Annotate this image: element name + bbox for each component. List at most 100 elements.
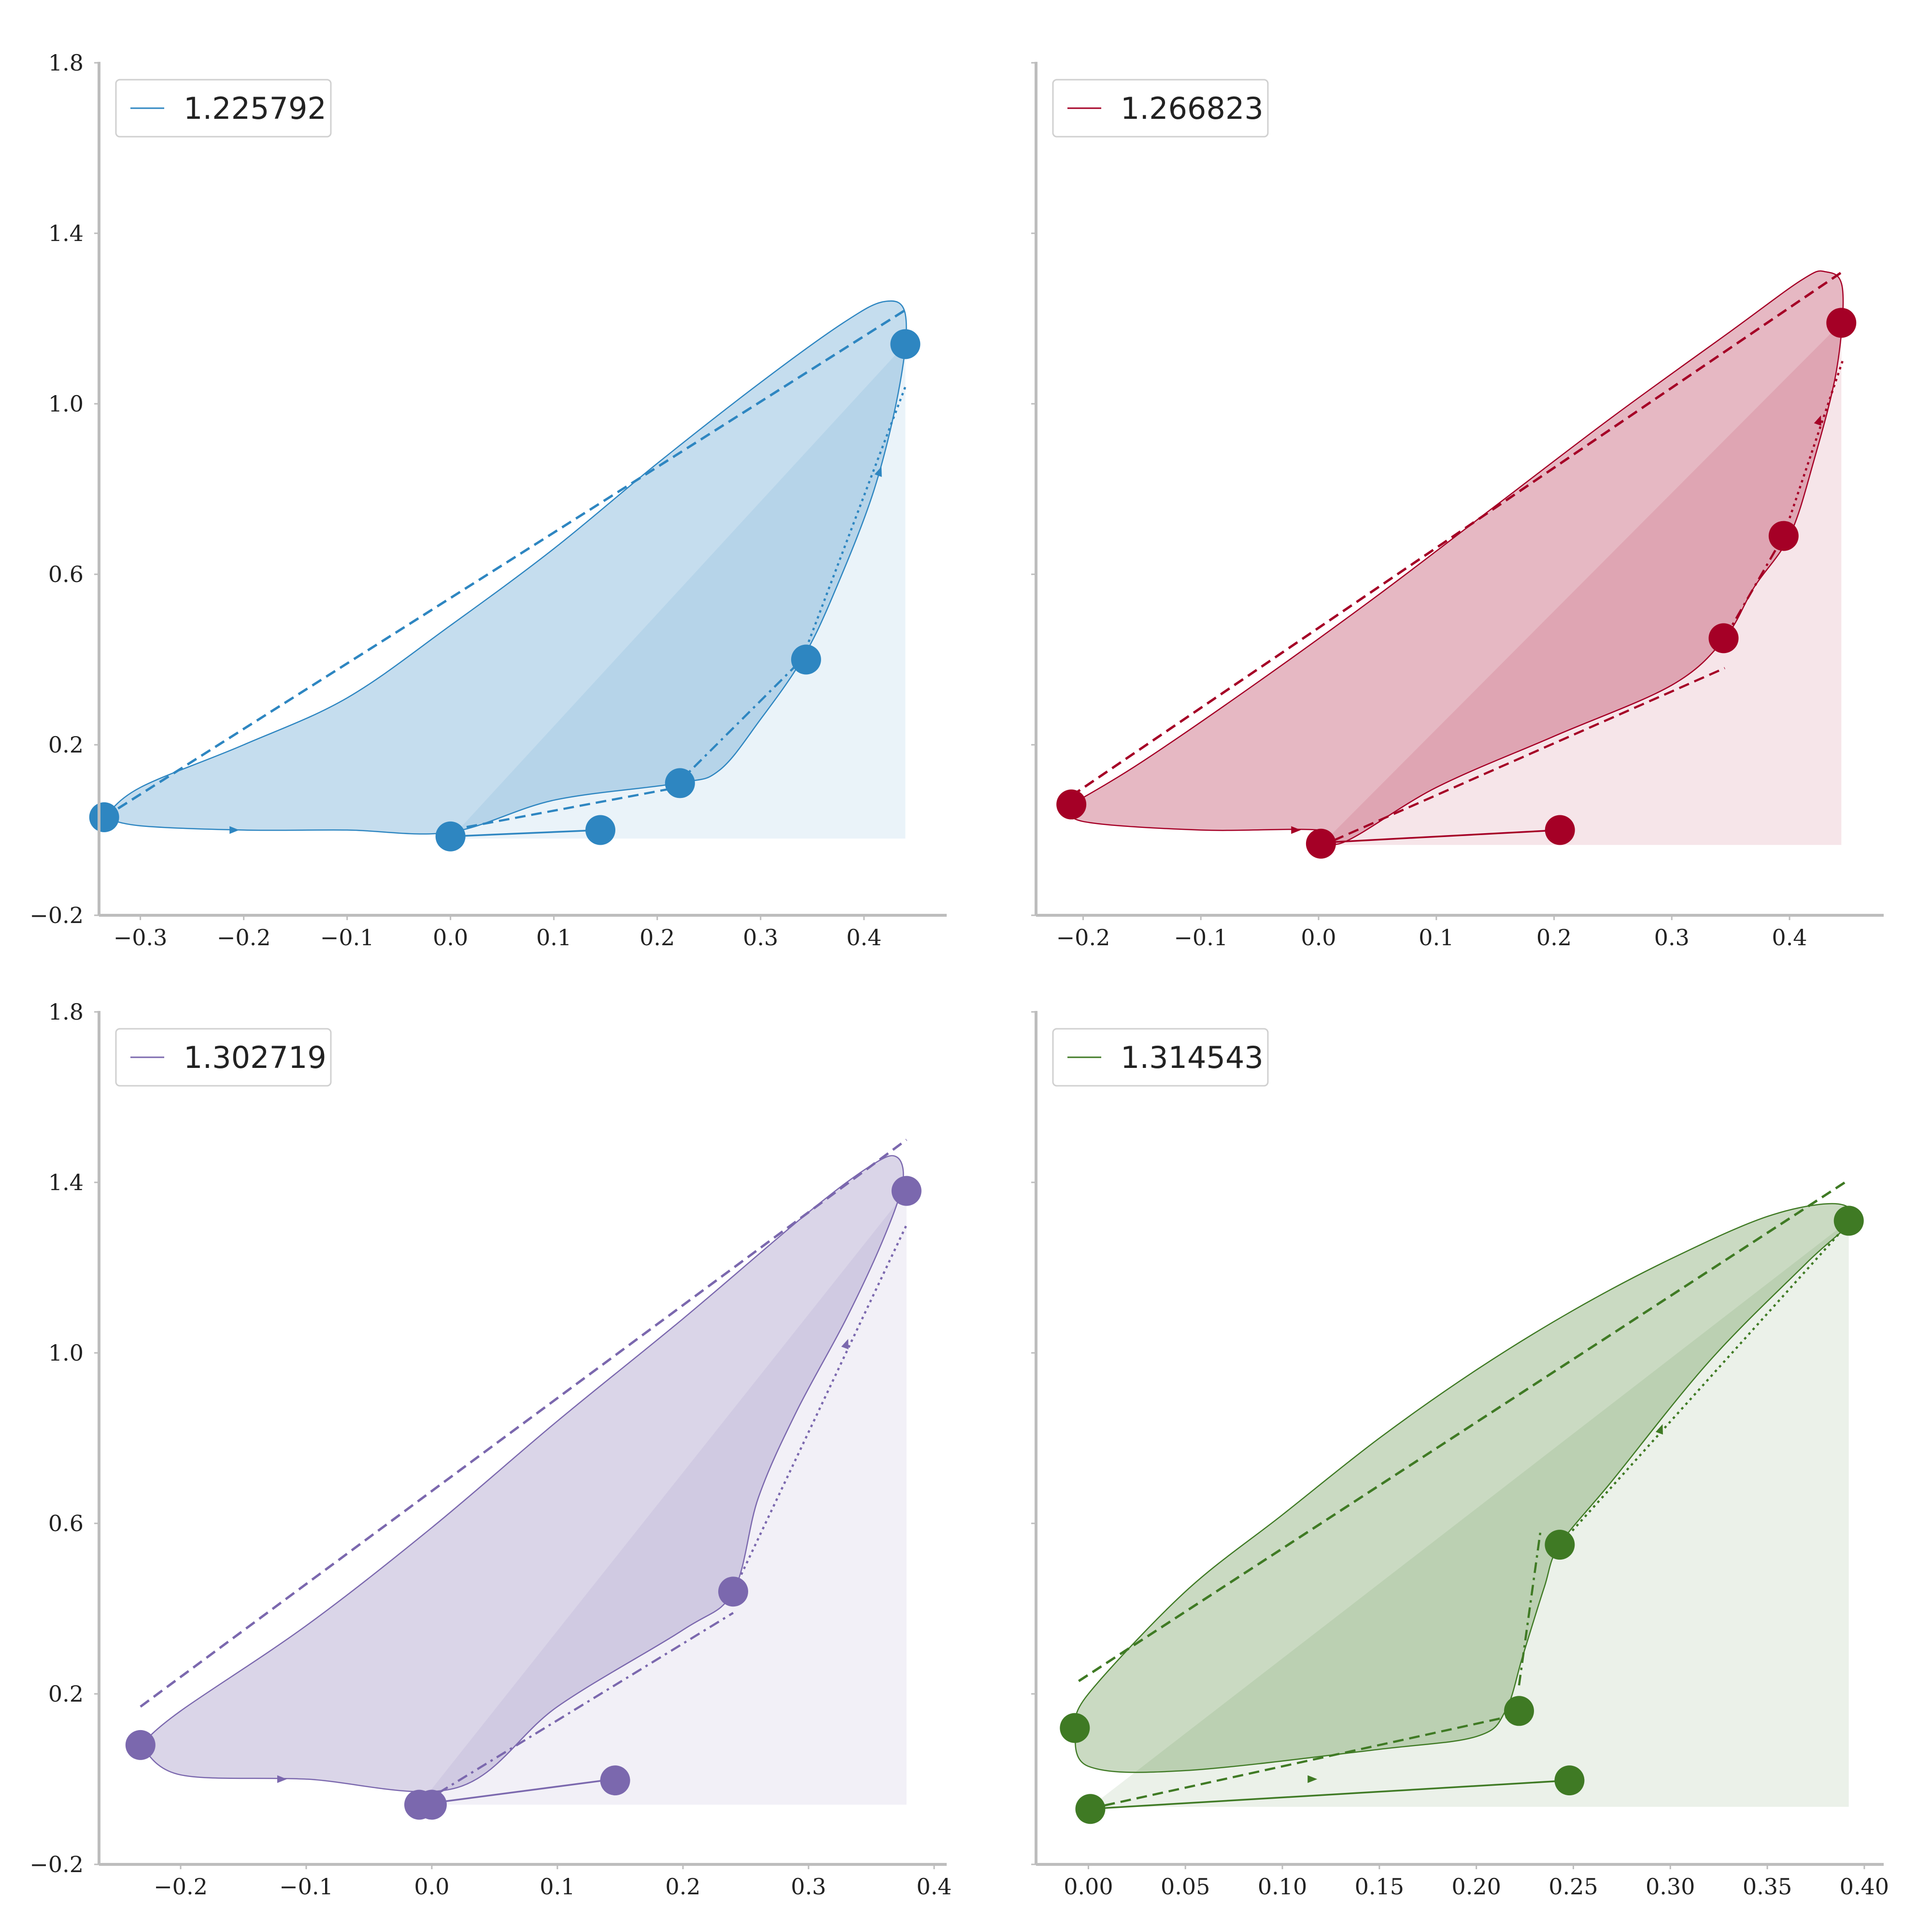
y-tick-label: 0.6 <box>48 561 84 587</box>
data-point <box>665 768 695 798</box>
x-tick-label: 0.15 <box>1355 1874 1404 1900</box>
x-tick-label: −0.2 <box>1056 924 1110 951</box>
direction-arrow <box>229 826 240 834</box>
x-tick-label: 0.3 <box>1654 924 1690 951</box>
light-fill-region <box>1090 1221 1849 1807</box>
dashed-reference-line <box>1070 270 1844 797</box>
x-tick-label: 0.35 <box>1743 1874 1792 1900</box>
x-tick-label: 0.10 <box>1258 1874 1307 1900</box>
y-tick-label: −0.2 <box>29 1851 84 1877</box>
segment-line-dashdot <box>1518 1532 1542 1686</box>
cycle-fill-area <box>1074 1203 1853 1773</box>
x-tick-label: 0.1 <box>536 924 571 951</box>
data-point <box>1056 789 1087 820</box>
legend-box <box>1052 79 1269 138</box>
segment-line-dashdot <box>677 658 803 784</box>
direction-arrow <box>1814 415 1821 426</box>
x-tick-label: −0.1 <box>279 1874 333 1900</box>
dashed-reference-line <box>140 1138 908 1708</box>
direction-arrow <box>277 1775 287 1783</box>
segment-line-dashed <box>450 786 678 831</box>
subplot-2: −0.2 −0.1 0.0 0.1 0.2 0.3 0.4 1.266823 <box>1031 62 1884 951</box>
data-point <box>1826 308 1857 338</box>
data-point <box>1075 1794 1106 1824</box>
x-tick-label: 0.00 <box>1064 1874 1113 1900</box>
y-tick-label: 1.8 <box>48 50 84 76</box>
x-tick-label: 0.3 <box>791 1874 826 1900</box>
x-tick-label: 0.05 <box>1161 1874 1210 1900</box>
direction-arrow <box>874 466 882 477</box>
x-tick-label: 0.25 <box>1548 1874 1598 1900</box>
light-fill-region <box>1321 323 1842 845</box>
data-point <box>1306 828 1336 859</box>
legend-box <box>1052 1028 1269 1087</box>
legend-label: 1.266823 <box>1121 91 1264 126</box>
legend-label: 1.314543 <box>1121 1040 1264 1075</box>
data-point <box>89 802 119 833</box>
dashed-reference-line <box>103 309 906 819</box>
direction-arrow <box>1291 826 1301 834</box>
data-point <box>1554 1765 1585 1796</box>
data-point <box>1768 521 1799 551</box>
subplot-4: 0.00 0.05 0.10 0.15 0.20 0.25 0.30 0.35 0.40 1.31… <box>1031 1011 1889 1900</box>
segment-line-dashdot <box>1723 535 1785 639</box>
legend-label: 1.225792 <box>184 91 327 126</box>
y-tick-label: 0.2 <box>48 732 84 758</box>
direction-arrow <box>1655 1424 1663 1435</box>
direction-arrow <box>841 1339 849 1350</box>
x-tick-label: 0.1 <box>540 1874 575 1900</box>
x-tick-label: 0.2 <box>665 1874 700 1900</box>
data-point <box>791 644 821 675</box>
data-point <box>435 821 466 852</box>
y-tick-label: −0.2 <box>29 902 84 928</box>
cycle-fill-area <box>139 1155 904 1792</box>
x-tick-label: 0.4 <box>916 1874 952 1900</box>
data-point <box>1545 1530 1575 1560</box>
x-tick-label: 0.2 <box>1536 924 1572 951</box>
data-point <box>1060 1713 1090 1743</box>
x-tick-label: 0.0 <box>433 924 468 951</box>
data-point <box>1545 815 1575 845</box>
segment-line-dotted <box>732 1224 908 1592</box>
direction-arrow <box>1307 1775 1318 1783</box>
segment-line-solid <box>419 1778 614 1806</box>
data-point <box>585 815 616 845</box>
dashed-reference-line <box>1078 1181 1846 1682</box>
legend-box <box>115 1028 332 1087</box>
cycle-fill-area <box>1069 270 1844 845</box>
x-tick-label: 0.30 <box>1646 1874 1695 1900</box>
segment-line-solid <box>1088 1779 1570 1810</box>
segment-line-dashed <box>1318 667 1725 848</box>
x-tick-label: 0.20 <box>1451 1874 1501 1900</box>
x-tick-label: 0.2 <box>639 924 675 951</box>
y-tick-label: 1.0 <box>48 391 84 417</box>
x-tick-label: 0.0 <box>1301 924 1336 951</box>
y-tick-label: 0.6 <box>48 1510 84 1536</box>
y-tick-label: 0.2 <box>48 1681 84 1707</box>
y-tick-label: 1.0 <box>48 1340 84 1366</box>
x-tick-label: −0.1 <box>1174 924 1228 951</box>
x-tick-label: 0.4 <box>1772 924 1807 951</box>
data-point <box>1833 1206 1864 1236</box>
light-fill-region <box>419 1191 907 1805</box>
x-tick-label: −0.3 <box>114 924 168 951</box>
segment-line-solid <box>1318 829 1560 844</box>
subplot-3: −0.2 −0.1 0.0 0.1 0.2 0.3 0.4 −0.2 0.2 0.6 1.0 1.4 1… <box>29 999 952 1900</box>
x-tick-label: −0.1 <box>320 924 374 951</box>
data-point <box>1708 623 1739 653</box>
segment-line-dotted <box>801 386 907 660</box>
data-point <box>890 329 921 359</box>
segment-line-solid <box>450 829 601 838</box>
data-point <box>125 1730 156 1760</box>
segment-line-dashed <box>1088 1714 1516 1810</box>
x-tick-label: −0.2 <box>154 1874 208 1900</box>
x-tick-label: −0.2 <box>217 924 271 951</box>
legend-box <box>115 79 332 138</box>
y-tick-label: 1.4 <box>48 1169 84 1195</box>
light-fill-region <box>450 344 906 839</box>
y-tick-label: 1.4 <box>48 220 84 246</box>
legend-label: 1.302719 <box>184 1040 327 1075</box>
segment-line-dashdot <box>418 1612 734 1806</box>
data-point <box>891 1176 922 1206</box>
x-tick-label: 0.1 <box>1419 924 1454 951</box>
